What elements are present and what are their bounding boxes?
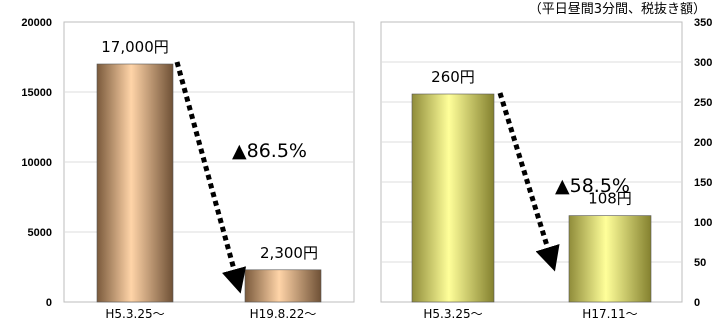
right-y-tick-label: 350	[694, 17, 712, 29]
right-decrease-arrow	[497, 92, 560, 272]
right-bar-1	[411, 93, 495, 303]
right-bars	[411, 93, 652, 303]
left-data-labels: 17,000円 2,300円	[101, 38, 318, 262]
right-x-tick-label: H17.11～	[582, 307, 637, 321]
right-annotation: ▲58.5%	[555, 175, 630, 197]
right-y-tick-label: 150	[694, 177, 712, 189]
right-chart: 0 50 100 150 200 250 300 350 H5.3.25～ H17.11～ 26…	[380, 17, 712, 321]
right-bar-2	[568, 215, 652, 303]
right-y-ticks: 0 50 100 150 200 250 300 350	[694, 17, 712, 309]
left-y-tick-label: 0	[46, 297, 52, 309]
right-y-tick-label: 50	[694, 257, 706, 269]
left-y-ticks: 0 5000 10000 15000 20000	[21, 17, 52, 309]
right-y-tick-label: 200	[694, 137, 712, 149]
left-bar-2	[244, 269, 322, 303]
left-annotation: ▲86.5%	[232, 140, 307, 162]
left-data-label: 2,300円	[260, 244, 318, 262]
left-data-label: 17,000円	[101, 38, 169, 56]
left-chart: 0 5000 10000 15000 20000 H5.3.25～ H19.8.22～ 1…	[21, 17, 355, 321]
right-data-label: 108円	[588, 190, 632, 208]
right-x-tick-label: H5.3.25～	[423, 307, 482, 321]
right-y-tick-label: 300	[694, 57, 712, 69]
right-x-ticks: H5.3.25～ H17.11～	[423, 307, 637, 321]
left-y-tick-label: 20000	[21, 17, 52, 29]
right-data-label: 260円	[431, 68, 475, 86]
right-y-tick-label: 250	[694, 97, 712, 109]
note-text: （平日昼間3分間、税抜き額）	[529, 1, 706, 17]
left-y-tick-label: 15000	[21, 87, 52, 99]
left-bars	[96, 63, 322, 303]
right-y-tick-label: 100	[694, 217, 712, 229]
left-x-tick-label: H5.3.25～	[105, 307, 164, 321]
right-data-labels: 260円 108円	[431, 68, 632, 208]
left-y-tick-label: 5000	[28, 227, 52, 239]
left-x-tick-label: H19.8.22～	[250, 307, 317, 321]
left-bar-1	[96, 63, 174, 303]
left-decrease-arrow	[174, 61, 247, 294]
right-y-tick-label: 0	[694, 297, 700, 309]
left-x-ticks: H5.3.25～ H19.8.22～	[105, 307, 316, 321]
left-y-tick-label: 10000	[21, 157, 52, 169]
